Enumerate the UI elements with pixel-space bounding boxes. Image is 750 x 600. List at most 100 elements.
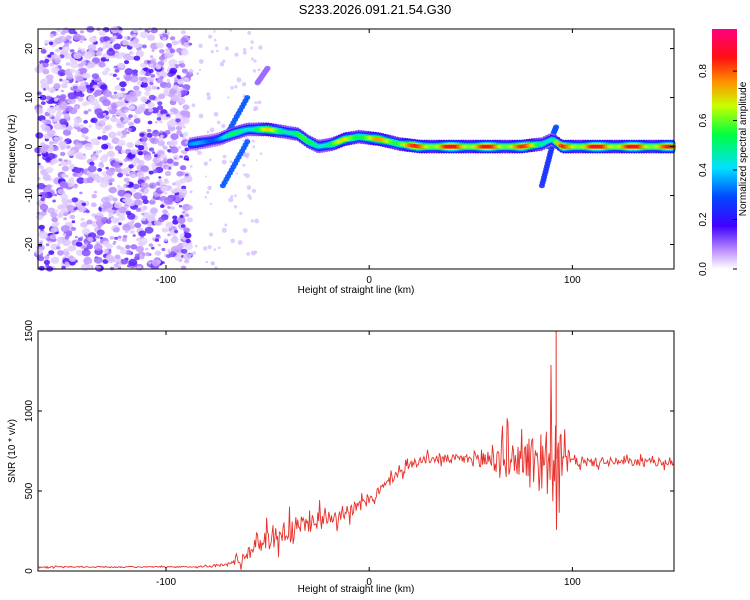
noise-cell: [51, 116, 55, 120]
noise-cell: [106, 48, 116, 56]
noise-cell: [209, 202, 212, 205]
noise-cell: [109, 72, 114, 77]
colorbar-label: Normalized spectral amplitude: [738, 81, 749, 216]
noise-cell: [207, 245, 212, 250]
noise-cell: [122, 234, 128, 239]
noise-cell: [62, 129, 72, 136]
noise-cell: [166, 158, 174, 164]
noise-cell: [120, 41, 124, 44]
noise-cell: [185, 238, 191, 244]
noise-cell: [115, 118, 121, 123]
noise-cell: [91, 213, 96, 217]
noise-cell: [107, 256, 116, 263]
noise-cell: [206, 92, 211, 97]
noise-cell: [148, 108, 154, 113]
noise-cell: [146, 132, 153, 138]
noise-cell: [162, 209, 168, 214]
noise-cell: [141, 195, 148, 201]
snr-x-ticks: -100 0 100: [156, 331, 581, 588]
noise-cell: [155, 42, 164, 49]
noise-cell: [86, 243, 93, 250]
noise-cell: [151, 73, 155, 77]
noise-cell: [63, 251, 70, 257]
noise-cell: [259, 152, 263, 155]
noise-cell: [198, 43, 203, 48]
noise-cell: [242, 228, 248, 233]
noise-cell: [47, 106, 56, 114]
noise-cell: [183, 227, 191, 233]
noise-cell: [149, 184, 155, 189]
noise-cell: [70, 226, 77, 231]
noise-cell: [101, 70, 109, 76]
noise-cell: [167, 233, 171, 237]
noise-cell: [102, 201, 112, 209]
noise-cell: [78, 85, 87, 92]
noise-cell: [49, 234, 57, 240]
noise-cell: [177, 121, 185, 128]
noise-cell: [99, 181, 108, 188]
noise-cell: [159, 75, 164, 80]
noise-cell: [87, 108, 92, 112]
noise-cell: [151, 163, 156, 167]
noise-cell: [222, 59, 226, 63]
noise-cell: [250, 46, 254, 50]
noise-cell: [207, 185, 212, 191]
branch-cell: [244, 95, 251, 101]
noise-cell: [183, 253, 192, 260]
noise-cell: [146, 60, 151, 64]
noise-cell: [188, 42, 193, 46]
noise-cell: [113, 227, 120, 233]
noise-cell: [103, 90, 112, 98]
noise-cell: [165, 221, 174, 229]
noise-cell: [75, 75, 84, 82]
noise-cell: [243, 153, 248, 158]
noise-cell: [103, 36, 111, 42]
noise-cell: [126, 55, 133, 61]
noise-cell: [108, 217, 112, 220]
noise-cell: [145, 252, 151, 257]
noise-cell: [137, 151, 144, 156]
spectrogram-y-tick-label: 20: [24, 43, 35, 55]
noise-cell: [111, 217, 120, 224]
noise-cell: [84, 100, 91, 105]
noise-cell: [196, 72, 200, 75]
noise-cell: [58, 47, 63, 50]
noise-cell: [69, 49, 75, 53]
noise-cell: [132, 173, 137, 178]
noise-cell: [145, 175, 150, 179]
noise-cell: [172, 215, 178, 220]
noise-cell: [174, 229, 179, 234]
noise-cell: [130, 220, 135, 224]
noise-cell: [95, 265, 101, 271]
noise-cell: [113, 43, 121, 50]
noise-cell: [68, 230, 73, 233]
noise-cell: [177, 78, 185, 85]
noise-cell: [179, 178, 187, 184]
noise-cell: [154, 120, 159, 124]
noise-cell: [113, 263, 119, 268]
noise-cell: [53, 83, 61, 89]
noise-cell: [184, 77, 190, 82]
noise-cell: [128, 105, 135, 110]
noise-cell: [110, 215, 114, 219]
noise-cell: [157, 105, 164, 111]
noise-cell: [64, 159, 68, 162]
noise-cell: [51, 217, 58, 223]
noise-cell: [57, 213, 64, 219]
noise-cell: [250, 250, 256, 256]
noise-cell: [45, 86, 50, 91]
noise-cell: [210, 50, 214, 54]
noise-cell: [151, 259, 161, 267]
noise-cell: [224, 223, 228, 227]
noise-cell: [209, 127, 215, 133]
noise-cell: [35, 107, 43, 114]
noise-cell: [139, 237, 148, 245]
noise-cell: [124, 109, 128, 113]
noise-cell: [251, 188, 257, 193]
noise-cell: [74, 142, 83, 150]
noise-cell: [191, 103, 196, 108]
noise-cell: [213, 111, 219, 117]
noise-cell: [42, 144, 50, 150]
spectrogram-y-tick-label: -20: [24, 237, 35, 252]
noise-cell: [180, 37, 188, 43]
